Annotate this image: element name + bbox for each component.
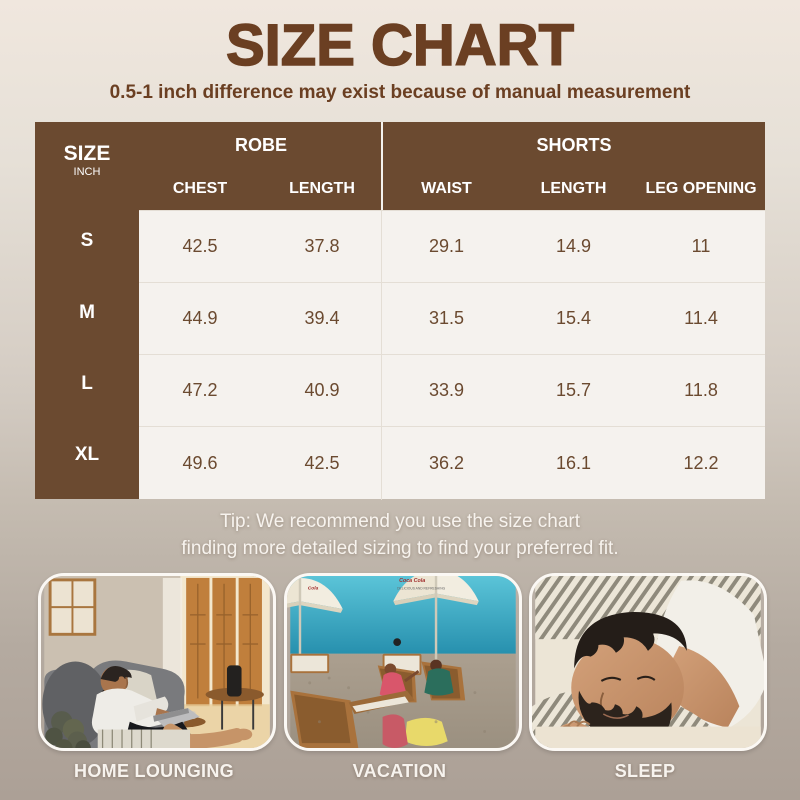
svg-text:DELICIOUS AND REFRESHING: DELICIOUS AND REFRESHING [397,587,445,591]
svg-text:Coca Cola: Coca Cola [399,578,425,584]
svg-text:Cola: Cola [307,586,318,592]
